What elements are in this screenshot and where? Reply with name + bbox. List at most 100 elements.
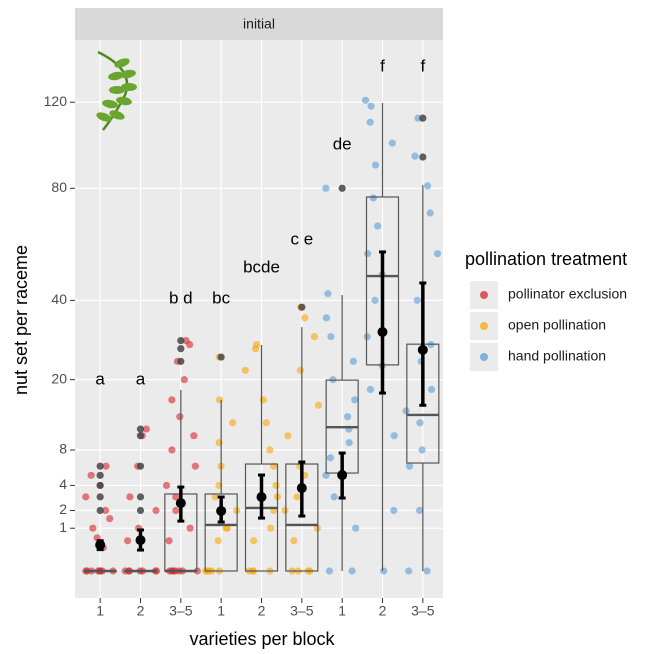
y-tick-label: 2 (59, 501, 67, 517)
jitter-point (423, 567, 431, 575)
box (204, 493, 238, 572)
jitter-point (301, 314, 309, 322)
y-tick-label: 8 (59, 441, 67, 457)
significance-letters: f (380, 56, 385, 75)
jitter-point (330, 493, 338, 501)
mean (135, 535, 146, 546)
mean (175, 498, 186, 509)
jitter-point (324, 290, 332, 298)
significance-letters: a (136, 369, 146, 388)
outlier (136, 462, 145, 470)
jitter-point (211, 493, 219, 501)
jitter-point (371, 296, 379, 304)
jitter-point (266, 524, 275, 532)
outlier (419, 153, 427, 161)
panel (75, 40, 443, 598)
jitter-point (416, 419, 424, 427)
jitter-point (214, 537, 222, 545)
mean (417, 344, 428, 355)
jitter-point (373, 222, 382, 230)
jitter-point (418, 446, 426, 454)
outlier (136, 506, 145, 515)
outlier (96, 493, 104, 501)
legend-label: hand pollination (508, 348, 606, 364)
y-tick-label: 40 (51, 291, 67, 307)
jitter-point (326, 454, 335, 462)
jitter-point (369, 194, 377, 202)
y-tick-label: 1 (59, 519, 67, 535)
jitter-point (152, 506, 160, 515)
outlier (298, 303, 306, 311)
jitter-point (272, 481, 280, 490)
jitter-point (87, 471, 95, 479)
jitter-point (172, 506, 180, 515)
jitter-point (415, 506, 424, 515)
x-tick-label: 3–5 (290, 603, 314, 619)
jitter-point (361, 96, 370, 104)
jitter-point (172, 493, 180, 501)
jitter-point (349, 357, 358, 365)
jitter-point (259, 396, 267, 404)
jitter-point (348, 567, 356, 575)
jitter-point (293, 493, 301, 501)
outlier (177, 357, 185, 365)
jitter-point (325, 567, 334, 575)
jitter-point (345, 439, 353, 447)
outlier (96, 506, 104, 515)
significance-letters: de (333, 134, 352, 153)
legend-label: pollinator exclusion (508, 286, 627, 302)
jitter-point (310, 333, 319, 341)
box (244, 463, 279, 572)
jitter-point (229, 419, 237, 427)
jitter-point (182, 336, 190, 345)
mean (95, 539, 106, 550)
jitter-point (327, 333, 335, 341)
jitter-point (106, 514, 114, 523)
x-tick-label: 1 (338, 603, 346, 619)
mean (216, 505, 227, 516)
jitter-point (126, 493, 134, 501)
jitter-point (390, 506, 398, 515)
jitter-point (366, 118, 374, 126)
jitter-point (89, 524, 97, 532)
jitter-point (262, 419, 270, 427)
outlier (338, 184, 346, 192)
jitter-point (388, 139, 396, 147)
legend-marker (480, 353, 488, 361)
outlier (96, 462, 104, 470)
jitter-point (322, 314, 331, 322)
jitter-point (363, 333, 371, 341)
jitter-point (266, 446, 274, 454)
jitter-point (284, 432, 292, 440)
jitter-point (411, 152, 419, 160)
x-tick-label: 3–5 (411, 603, 435, 619)
jitter-point (190, 432, 198, 440)
jitter-point (322, 184, 330, 192)
jitter-point (281, 506, 289, 515)
x-tick-label: 2 (379, 603, 387, 619)
jitter-point (176, 413, 184, 421)
significance-letters: bcde (243, 257, 280, 276)
outlier (136, 493, 145, 501)
jitter-point (250, 537, 258, 545)
jitter-point (162, 481, 171, 490)
significance-letters: a (95, 369, 105, 388)
x-tick-label: 1 (217, 603, 225, 619)
jitter-point (405, 462, 414, 470)
jitter-point (380, 567, 388, 575)
jitter-point (390, 432, 398, 440)
jitter-point (168, 446, 176, 454)
mean (296, 483, 307, 494)
mean (337, 470, 348, 481)
x-tick-label: 2 (258, 603, 266, 619)
jitter-point (366, 385, 375, 394)
y-tick-label: 20 (51, 370, 67, 386)
jitter-point (344, 413, 352, 421)
outlier (96, 471, 104, 479)
outlier (96, 481, 104, 490)
x-tick-label: 2 (137, 603, 145, 619)
outlier (177, 345, 185, 353)
x-tick-label: 1 (96, 603, 104, 619)
